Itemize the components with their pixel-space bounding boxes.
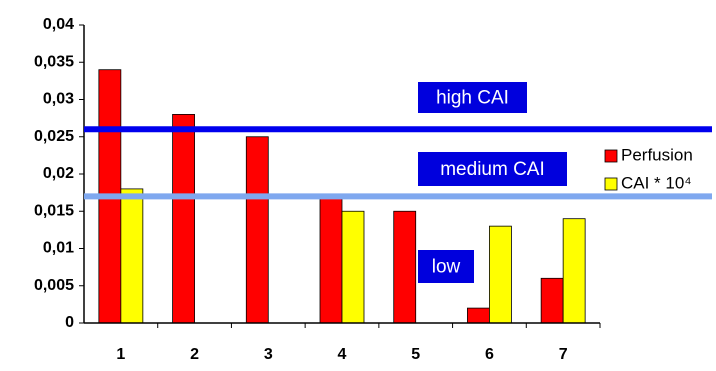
annotation-box xyxy=(418,250,474,283)
bar xyxy=(562,218,586,324)
legend-label: CAI * 10⁴ xyxy=(621,173,692,192)
bar xyxy=(120,188,144,324)
annotation-box xyxy=(418,82,527,113)
bar xyxy=(319,195,343,324)
bar xyxy=(540,277,564,324)
y-tick-label: 0,01 xyxy=(43,240,74,257)
x-tick-label: 3 xyxy=(264,346,273,363)
legend-swatch xyxy=(604,149,618,163)
annotation: high CAI xyxy=(436,88,509,109)
legend-label: Perfusion xyxy=(621,145,693,164)
y-tick-label: 0,035 xyxy=(34,53,74,70)
x-tick-label: 6 xyxy=(485,346,494,363)
x-tick-label: 5 xyxy=(411,346,420,363)
annotation-box xyxy=(418,152,567,186)
y-tick-label: 0,015 xyxy=(34,202,74,219)
y-tick-label: 0 xyxy=(65,314,74,331)
bar xyxy=(341,210,365,324)
x-tick-label: 7 xyxy=(559,346,568,363)
bar xyxy=(489,225,512,324)
y-tick-label: 0,03 xyxy=(43,91,74,108)
x-tick-label: 1 xyxy=(116,346,125,363)
y-tick-label: 0,025 xyxy=(34,128,74,145)
y-tick-label: 0,02 xyxy=(43,165,74,182)
bar xyxy=(172,114,195,324)
annotation: low xyxy=(432,257,461,278)
bar xyxy=(393,210,417,324)
annotation: medium CAI xyxy=(440,159,545,180)
bar xyxy=(467,307,490,324)
x-tick-label: 2 xyxy=(190,346,199,363)
bar xyxy=(245,136,269,324)
legend-swatch xyxy=(604,177,618,191)
y-tick-label: 0,005 xyxy=(34,277,74,294)
y-tick-label: 0,04 xyxy=(43,16,74,33)
x-tick-label: 4 xyxy=(338,346,347,363)
